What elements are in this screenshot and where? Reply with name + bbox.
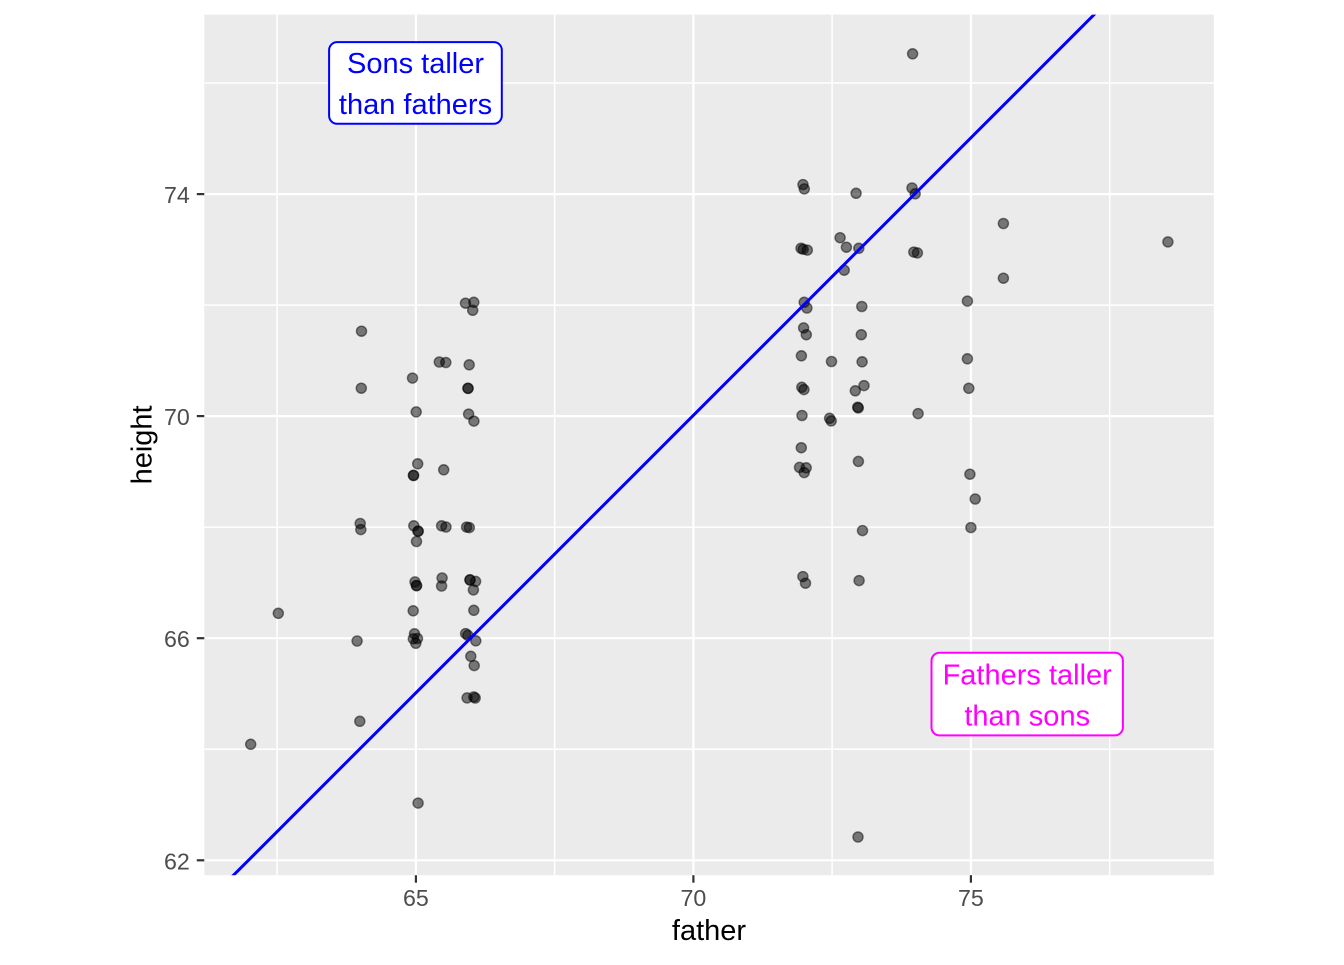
- svg-text:than fathers: than fathers: [339, 89, 492, 121]
- svg-text:70: 70: [164, 404, 190, 430]
- svg-text:62: 62: [164, 848, 190, 874]
- svg-text:75: 75: [958, 885, 984, 911]
- svg-text:father: father: [672, 915, 746, 947]
- svg-text:74: 74: [164, 182, 190, 208]
- svg-text:Sons taller: Sons taller: [347, 48, 484, 80]
- svg-text:Fathers taller: Fathers taller: [943, 659, 1113, 691]
- svg-text:than sons: than sons: [964, 701, 1090, 733]
- svg-text:height: height: [127, 405, 159, 484]
- svg-text:66: 66: [164, 626, 190, 652]
- svg-text:70: 70: [681, 885, 707, 911]
- svg-text:65: 65: [403, 885, 429, 911]
